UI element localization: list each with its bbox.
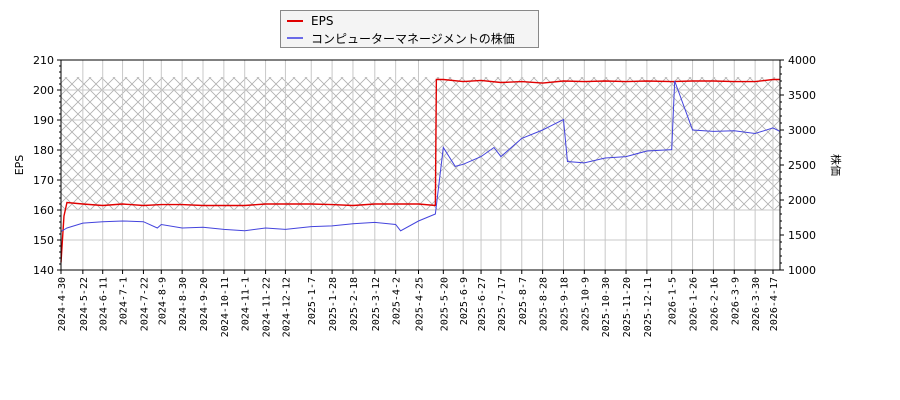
y2-tick-label: 2000 <box>788 194 816 207</box>
x-tick-label: 2025-5-20 <box>439 277 450 331</box>
y-tick-label: 210 <box>33 54 54 67</box>
legend-item-stock-price: コンピューターマネージメントの株価 <box>287 30 515 46</box>
x-tick-label: 2025-8-7 <box>518 277 529 325</box>
x-tick-label: 2025-8-28 <box>539 277 550 331</box>
x-tick-label: 2025-4-2 <box>392 277 403 325</box>
x-tick-label: 2025-12-11 <box>643 277 654 337</box>
y-tick-label: 170 <box>33 174 54 187</box>
y-tick-label: 150 <box>33 234 54 247</box>
x-tick-label: 2025-7-17 <box>497 277 508 331</box>
x-tick-label: 2024-8-9 <box>157 277 168 325</box>
legend-label-stock-price: コンピューターマネージメントの株価 <box>311 31 515 46</box>
x-tick-label: 2026-4-17 <box>769 277 780 331</box>
x-tick-label: 2024-7-22 <box>139 277 150 331</box>
x-tick-label: 2024-4-30 <box>57 277 68 331</box>
legend-label-eps: EPS <box>311 14 334 28</box>
x-tick-label: 2026-2-16 <box>709 277 720 331</box>
x-tick-label: 2025-3-12 <box>371 277 382 331</box>
x-tick-label: 2026-1-5 <box>668 277 679 325</box>
x-tick-label: 2024-7-1 <box>119 277 130 325</box>
x-tick-label: 2025-6-9 <box>459 277 470 325</box>
shaded-band <box>61 77 780 210</box>
x-tick-label: 2024-9-20 <box>199 277 210 331</box>
y-axis-title: EPS <box>13 155 26 176</box>
legend-swatch-eps <box>287 20 303 22</box>
legend: EPS コンピューターマネージメントの株価 <box>280 10 539 48</box>
legend-item-eps: EPS <box>287 13 333 29</box>
eps-line <box>60 78 780 263</box>
y-tick-label: 200 <box>33 84 54 97</box>
x-tick-label: 2025-1-7 <box>307 277 318 325</box>
x-tick-label: 2026-3-9 <box>730 277 741 325</box>
x-tick-label: 2024-5-22 <box>79 277 90 331</box>
x-tick-label: 2026-1-26 <box>689 277 700 331</box>
y2-tick-label: 1500 <box>788 229 816 242</box>
x-tick-label: 2024-8-30 <box>178 277 189 331</box>
y2-tick-label: 3000 <box>788 124 816 137</box>
axes <box>57 59 784 274</box>
x-tick-label: 2025-10-9 <box>580 277 591 331</box>
stock-price-line <box>60 80 781 232</box>
x-tick-label: 2024-10-11 <box>220 277 231 337</box>
legend-swatch-stock-price <box>287 37 303 39</box>
x-tick-label: 2025-9-18 <box>559 277 570 331</box>
y2-tick-label: 1000 <box>788 264 816 277</box>
x-tick-label: 2025-6-27 <box>477 277 488 331</box>
x-tick-label: 2024-6-11 <box>99 277 110 331</box>
y-tick-label: 180 <box>33 144 54 157</box>
x-tick-label: 2025-4-25 <box>414 277 425 331</box>
x-tick-label: 2024-11-22 <box>262 277 273 337</box>
x-tick-label: 2025-10-30 <box>601 277 612 337</box>
x-tick-label: 2025-1-28 <box>328 277 339 331</box>
axis-labels: 140 150 160 170 180 190 200 210 1000 1500 2000 2500… <box>13 54 843 337</box>
y-tick-label: 160 <box>33 204 54 217</box>
x-tick-label: 2025-2-18 <box>349 277 360 331</box>
y-tick-label: 190 <box>33 114 54 127</box>
x-tick-label: 2026-3-30 <box>751 277 762 331</box>
y-tick-label: 140 <box>33 264 54 277</box>
x-tick-label: 2024-12-12 <box>281 277 292 337</box>
y2-tick-label: 4000 <box>788 54 816 67</box>
y2-tick-label: 3500 <box>788 89 816 102</box>
y2-tick-label: 2500 <box>788 159 816 172</box>
y2-axis-title: 株価 <box>829 154 843 176</box>
x-tick-label: 2024-11-1 <box>241 277 252 331</box>
series-lines <box>60 78 781 263</box>
x-tick-label: 2025-11-20 <box>622 277 633 337</box>
